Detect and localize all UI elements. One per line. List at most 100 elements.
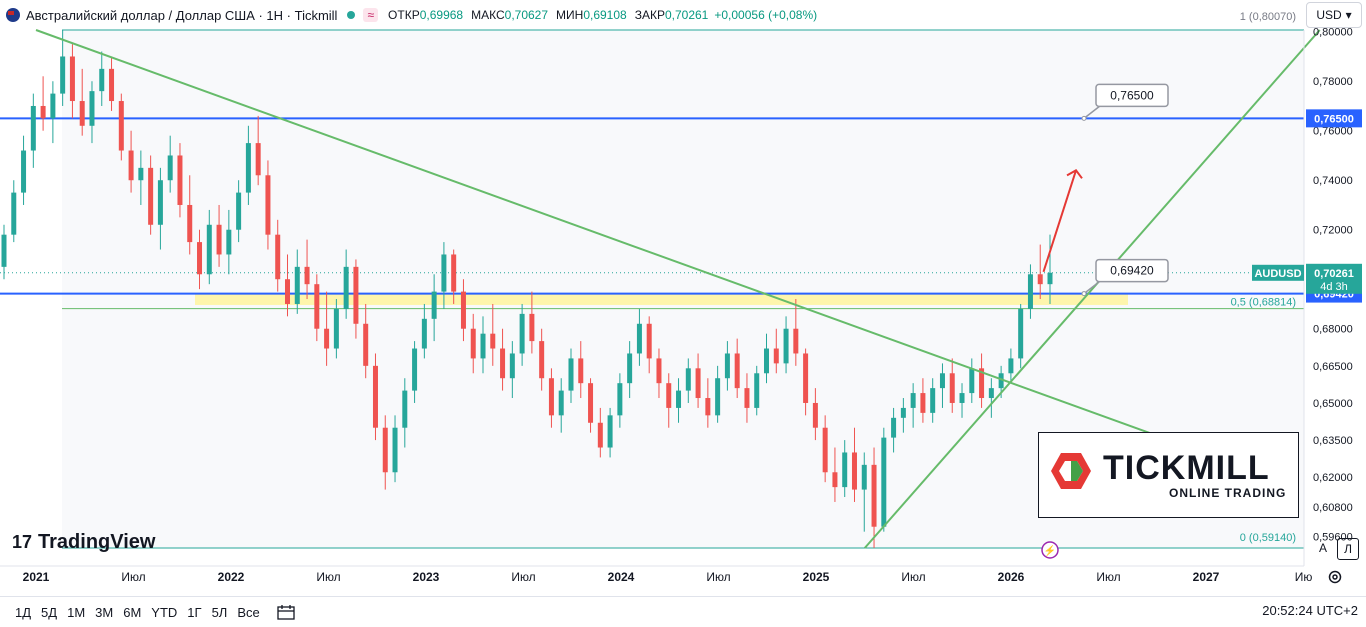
price-callout-box	[1095, 258, 1169, 283]
candle-body	[382, 427, 388, 473]
auto-scale-button[interactable]: A	[1318, 541, 1327, 555]
timeframe-1d[interactable]: 1Д	[15, 604, 32, 620]
time-tick-label: 2023	[413, 570, 440, 584]
price-callout-box	[1095, 83, 1169, 108]
price-tick-label: 0,76000	[1313, 126, 1353, 138]
tickmill-name: TICKMILL	[1103, 449, 1270, 487]
candle-body	[11, 192, 17, 235]
candle-body	[851, 452, 857, 490]
candle-body	[588, 383, 594, 423]
candle-body	[236, 192, 242, 230]
candle-body	[363, 323, 369, 366]
candle-body	[803, 353, 809, 403]
calendar-icon[interactable]	[277, 604, 295, 620]
candle-body	[715, 378, 721, 416]
candle-body	[89, 91, 95, 126]
open-label: ОТКР	[388, 8, 420, 22]
currency-selector[interactable]: USD ▾	[1306, 2, 1362, 28]
price-tick-label: 0,80000	[1313, 27, 1353, 39]
candle-body	[636, 323, 642, 354]
timeframe-ytd[interactable]: YTD	[151, 604, 178, 620]
time-tick-label: 2027	[1193, 570, 1220, 584]
candle-body	[646, 323, 652, 359]
lightning-icon: ⚡	[1044, 544, 1056, 557]
trendline-down	[35, 29, 1191, 449]
time-tick-label: 2025	[803, 570, 830, 584]
candle-body	[910, 393, 916, 408]
candle-body	[568, 358, 574, 391]
candle-body	[412, 348, 418, 391]
time-tick-label: 2026	[998, 570, 1025, 584]
candle-body	[627, 353, 633, 384]
candle-body	[245, 143, 251, 193]
timeframe-5y[interactable]: 5Л	[211, 604, 228, 620]
data-provider-pill[interactable]: ≈	[363, 8, 379, 22]
timeframe-3m[interactable]: 3М	[95, 604, 114, 620]
log-scale-button[interactable]: Л	[1337, 538, 1359, 560]
symbol-title[interactable]: Австралийский доллар / Доллар США · 1Н ·…	[26, 7, 338, 23]
candle-body	[930, 388, 936, 413]
open-value: 0,69968	[419, 8, 464, 22]
candle-body	[451, 254, 457, 292]
timeframe-bar: 1Д 5Д 1М 3М 6М YTD 1Г 5Л Все	[0, 596, 1366, 627]
candle-body	[793, 328, 799, 354]
candle-body	[431, 291, 437, 319]
low-value: 0,69108	[583, 8, 627, 22]
candle-body	[30, 105, 36, 151]
callout-anchor	[1081, 291, 1087, 297]
price-tick-label: 0,60800	[1313, 502, 1353, 514]
candle-body	[558, 390, 564, 416]
candle-body	[148, 167, 154, 225]
timeframe-1m[interactable]: 1М	[67, 604, 86, 620]
candle-body	[500, 348, 506, 379]
tradingview-logo-icon: 17	[12, 532, 33, 552]
candle-body	[969, 368, 975, 394]
candle-body	[460, 291, 466, 329]
fib-label: 1 (0,80070)	[1240, 11, 1296, 23]
timeframe-5d[interactable]: 5Д	[41, 604, 58, 620]
candle-body	[705, 398, 711, 416]
candle-body	[480, 333, 486, 359]
candle-body	[842, 452, 848, 488]
forecast-arrow-head	[1066, 169, 1083, 179]
candle-body	[226, 229, 232, 255]
candle-body	[783, 328, 789, 364]
time-tick-label: 2024	[608, 570, 635, 584]
price-tick-label: 0,68000	[1313, 324, 1353, 336]
clock-readout[interactable]: 20:52:24 UTC+2	[1262, 603, 1358, 618]
candle-body	[1027, 274, 1033, 309]
candle-body	[900, 407, 906, 418]
candle-body	[216, 224, 222, 255]
timeframe-1y[interactable]: 1Г	[187, 604, 202, 620]
candle-body	[832, 472, 838, 488]
candle-body	[441, 254, 447, 292]
candle-body	[959, 393, 965, 403]
candle-body	[871, 464, 877, 527]
timeframe-6m[interactable]: 6М	[123, 604, 142, 620]
price-tick-label: 0,78000	[1313, 76, 1353, 88]
candle-body	[324, 328, 330, 349]
price-tick-label: 0,59600	[1313, 532, 1353, 544]
candle-body	[685, 368, 691, 391]
candle-body	[21, 150, 27, 193]
price-tick-label: 0,65000	[1313, 398, 1353, 410]
candle-body	[40, 105, 46, 119]
aud-flag-icon	[6, 8, 20, 22]
time-tick-label: 2022	[218, 570, 245, 584]
tradingview-brand: TradingView	[38, 531, 156, 553]
tickmill-tagline: ONLINE TRADING	[1169, 486, 1287, 500]
price-tick-label: 0,74000	[1313, 175, 1353, 187]
bar-countdown-label: 4d 3h	[1320, 281, 1348, 293]
gear-icon[interactable]	[1326, 568, 1344, 586]
candle-body	[275, 234, 281, 280]
event-icon	[1041, 541, 1059, 559]
candle-body	[744, 388, 750, 408]
candles-group	[1, 30, 1053, 548]
time-tick-label: Июл	[316, 570, 340, 584]
timeframe-all[interactable]: Все	[237, 604, 260, 620]
candle-body	[265, 175, 271, 235]
currency-label: USD	[1316, 8, 1342, 22]
candle-body	[529, 313, 535, 342]
candle-body	[470, 328, 476, 359]
